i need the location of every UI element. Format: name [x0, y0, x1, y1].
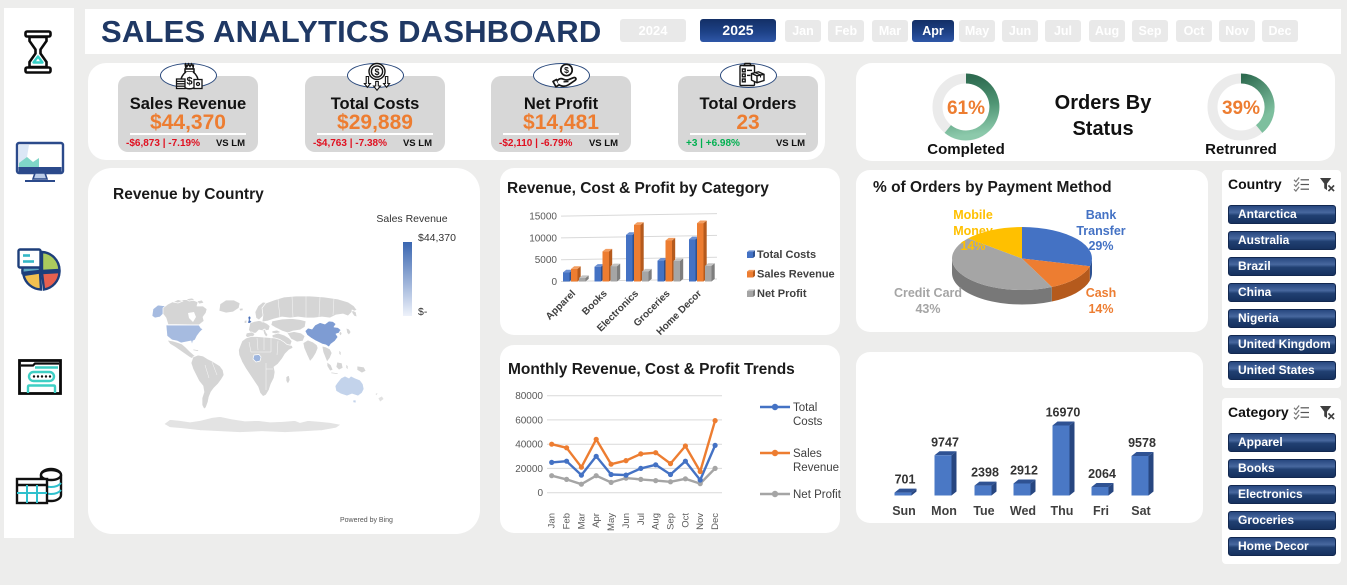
- svg-text:Mon: Mon: [931, 504, 957, 518]
- svg-text:Sat: Sat: [1131, 504, 1151, 518]
- svg-text:Feb: Feb: [562, 513, 573, 529]
- svg-text:9578: 9578: [1128, 436, 1156, 450]
- svg-text:Jun: Jun: [621, 513, 632, 528]
- svg-text:60000: 60000: [515, 415, 543, 426]
- svg-text:40000: 40000: [515, 440, 543, 451]
- svg-text:15000: 15000: [529, 212, 557, 223]
- svg-text:10000: 10000: [529, 233, 557, 244]
- svg-text:Sep: Sep: [666, 513, 677, 530]
- svg-text:5000: 5000: [535, 255, 558, 266]
- svg-text:Mar: Mar: [576, 513, 587, 529]
- svg-text:$: $: [186, 76, 192, 88]
- svg-text:16970: 16970: [1046, 406, 1081, 420]
- svg-text:2064: 2064: [1088, 467, 1116, 481]
- svg-text:Nov: Nov: [695, 513, 706, 530]
- svg-text:Oct: Oct: [680, 513, 691, 528]
- svg-text:Net Profit: Net Profit: [757, 288, 807, 300]
- svg-text:Apparel: Apparel: [544, 288, 578, 322]
- svg-text:May: May: [606, 513, 617, 531]
- svg-text:2398: 2398: [971, 466, 999, 480]
- svg-text:$: $: [564, 65, 569, 75]
- svg-text:0: 0: [551, 277, 557, 288]
- svg-text:Jan: Jan: [547, 513, 558, 528]
- svg-text:Wed: Wed: [1010, 504, 1036, 518]
- svg-text:2912: 2912: [1010, 464, 1038, 478]
- svg-text:Dec: Dec: [710, 513, 721, 530]
- svg-text:$: $: [374, 67, 379, 77]
- svg-text:Revenue: Revenue: [793, 462, 839, 474]
- svg-text:80000: 80000: [515, 391, 543, 402]
- svg-text:Sun: Sun: [892, 504, 916, 518]
- svg-text:Aug: Aug: [651, 513, 662, 530]
- svg-text:Tue: Tue: [973, 504, 994, 518]
- svg-text:Thu: Thu: [1051, 504, 1074, 518]
- svg-text:Net Profit: Net Profit: [793, 489, 842, 501]
- svg-text:701: 701: [895, 473, 916, 487]
- svg-text:Apr: Apr: [591, 513, 602, 528]
- svg-text:0: 0: [537, 488, 543, 499]
- svg-text:Total: Total: [793, 402, 817, 414]
- svg-text:Fri: Fri: [1093, 504, 1109, 518]
- svg-text:9747: 9747: [931, 435, 959, 449]
- svg-text:20000: 20000: [515, 464, 543, 475]
- svg-text:Jul: Jul: [636, 513, 647, 525]
- svg-text:Books: Books: [580, 288, 610, 318]
- svg-text:Sales: Sales: [793, 448, 822, 460]
- svg-text:Sales Revenue: Sales Revenue: [757, 269, 835, 281]
- svg-text:Total Costs: Total Costs: [757, 249, 816, 261]
- svg-text:Costs: Costs: [793, 416, 823, 428]
